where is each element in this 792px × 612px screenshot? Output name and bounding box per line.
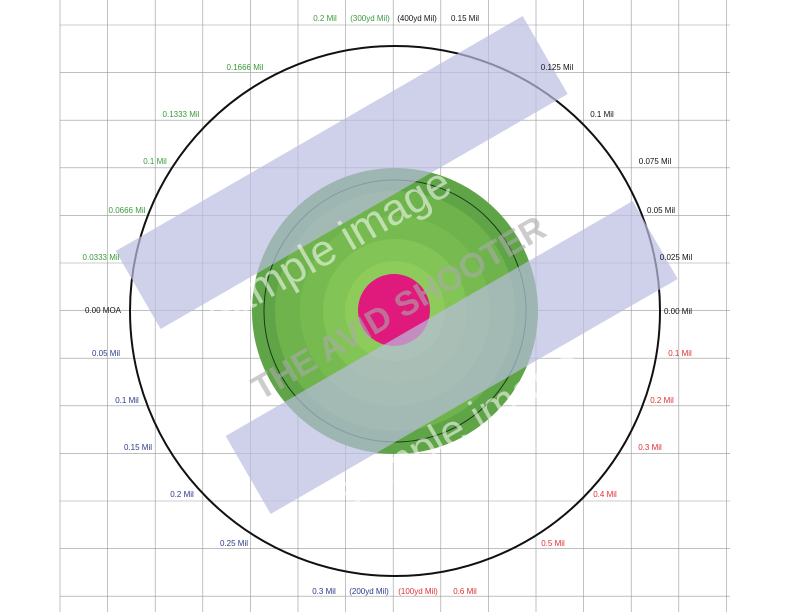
labels: 0.2 Mil (300yd Mil) (400yd Mil) 0.15 Mil 0.1… — [83, 14, 693, 596]
ring-label: 0.6 Mil — [453, 587, 477, 596]
ring-label: 0.00 Mil — [664, 307, 692, 316]
ring-label: 0.05 Mil — [647, 206, 675, 215]
ring-label: 0.5 Mil — [541, 539, 565, 548]
ring-label: 0.0333 Mil — [83, 253, 120, 262]
ring-label: 0.4 Mil — [593, 490, 617, 499]
ring-label: 0.1 Mil — [590, 110, 614, 119]
ring-label: 0.25 Mil — [220, 539, 248, 548]
ring-label: 0.025 Mil — [660, 253, 693, 262]
ring-label: 0.1666 Mil — [227, 63, 264, 72]
ring-label: 0.3 Mil — [312, 587, 336, 596]
ring-label: 0.1 Mil — [143, 157, 167, 166]
ring-label: 0.15 Mil — [124, 443, 152, 452]
ring-label: 0.1333 Mil — [163, 110, 200, 119]
ring-label: 0.0666 Mil — [109, 206, 146, 215]
ring-label: 0.3 Mil — [638, 443, 662, 452]
ring-label: 0.2 Mil — [170, 490, 194, 499]
ring-label: (400yd Mil) — [397, 14, 437, 23]
ring-label: 0.05 Mil — [92, 349, 120, 358]
ring-label: 0.125 Mil — [541, 63, 574, 72]
ring-label: 0.075 Mil — [639, 157, 672, 166]
bullseye — [358, 274, 430, 346]
ring-label: 0.2 Mil — [313, 14, 337, 23]
ring-label: 0.1 Mil — [115, 396, 139, 405]
ring-label: 0.1 Mil — [668, 349, 692, 358]
ring-label: (300yd Mil) — [350, 14, 390, 23]
ring-label: 0.00 MOA — [85, 306, 122, 315]
ring-label: (200yd Mil) — [349, 587, 389, 596]
ring-label: 0.15 Mil — [451, 14, 479, 23]
outer-circle — [129, 45, 661, 577]
ring-label: (100yd Mil) — [398, 587, 438, 596]
ring-label: 0.2 Mil — [650, 396, 674, 405]
